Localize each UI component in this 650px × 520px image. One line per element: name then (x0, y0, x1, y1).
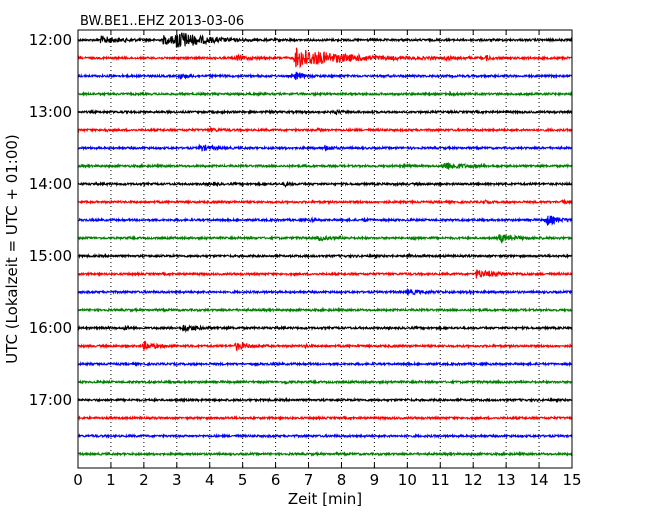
trace-1715 (77, 414, 573, 422)
x-tick-label: 12 (464, 471, 483, 489)
trace-1215 (77, 47, 573, 69)
y-tick-label: 13:00 (29, 103, 72, 121)
x-tick-label: 0 (73, 471, 83, 489)
y-tick-label: 16:00 (29, 319, 72, 337)
x-axis: 0 1 2 3 4 5 6 7 8 9 10 11 12 13 14 15 (73, 30, 582, 489)
trace-1445 (77, 233, 573, 245)
trace-1645 (77, 378, 573, 386)
x-tick-label: 11 (431, 471, 450, 489)
x-tick-label: 14 (530, 471, 549, 489)
chart-title: BW.BE1..EHZ 2013-03-06 (80, 14, 244, 29)
trace-1400 (77, 180, 573, 188)
x-tick-label: 8 (337, 471, 347, 489)
y-axis-title: UTC (Lokalzeit = UTC + 01:00) (3, 134, 21, 364)
trace-1730 (77, 432, 573, 440)
x-tick-label: 13 (497, 471, 516, 489)
trace-1300 (77, 108, 573, 116)
trace-1345 (77, 162, 573, 170)
y-tick-label: 12:00 (29, 31, 72, 49)
trace-1330 (77, 143, 573, 152)
x-tick-label: 15 (562, 471, 581, 489)
x-tick-label: 7 (304, 471, 314, 489)
trace-1630 (77, 360, 573, 368)
trace-1600 (77, 324, 573, 334)
x-tick-label: 1 (106, 471, 116, 489)
y-tick-label: 14:00 (29, 175, 72, 193)
trace-1500 (77, 252, 573, 260)
trace-layer (77, 32, 573, 458)
y-axis: 12:00 13:00 14:00 15:00 16:00 17:00 (29, 31, 572, 409)
trace-1615 (77, 340, 573, 352)
trace-1230 (77, 71, 573, 81)
trace-1315 (77, 126, 573, 134)
trace-1515 (77, 269, 573, 279)
trace-1700 (77, 396, 573, 404)
trace-1430 (77, 215, 573, 226)
x-tick-label: 6 (271, 471, 281, 489)
plot-frame (77, 29, 573, 469)
plot-area (77, 30, 573, 468)
x-tick-label: 10 (398, 471, 417, 489)
trace-1530 (77, 287, 573, 296)
trace-1245 (78, 90, 573, 98)
x-tick-label: 9 (370, 471, 380, 489)
trace-1415 (77, 198, 573, 206)
x-tick-label: 3 (172, 471, 182, 489)
x-tick-label: 4 (205, 471, 215, 489)
y-tick-label: 15:00 (29, 247, 72, 265)
trace-1545 (77, 306, 573, 314)
x-axis-title: Zeit [min] (288, 490, 362, 508)
trace-1200 (77, 32, 573, 48)
x-tick-label: 5 (238, 471, 248, 489)
y-tick-label: 17:00 (29, 391, 72, 409)
x-tick-label: 2 (139, 471, 149, 489)
trace-1745 (77, 450, 573, 458)
